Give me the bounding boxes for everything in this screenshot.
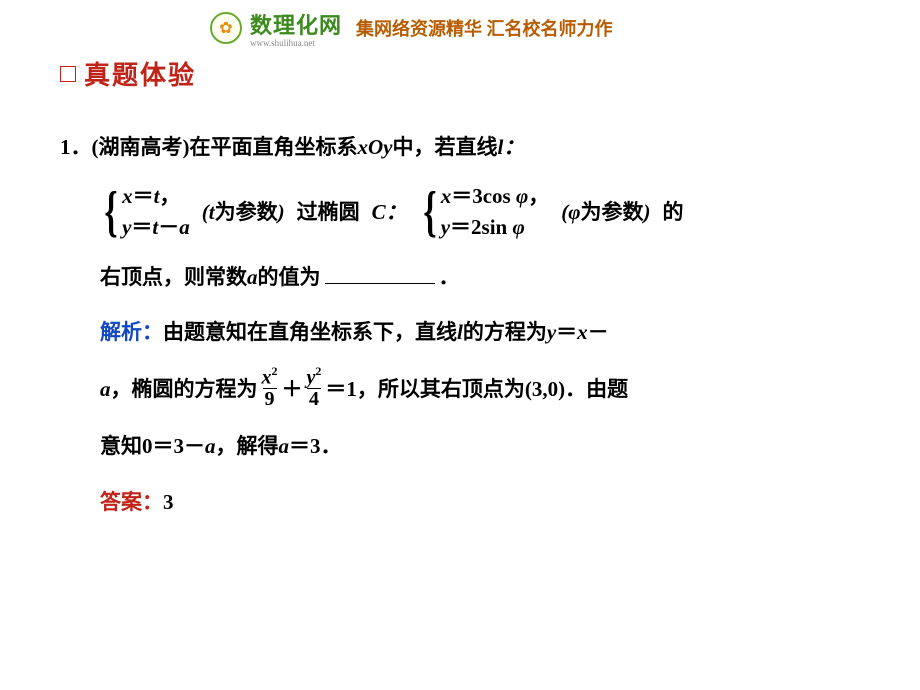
var-c: C：	[372, 185, 407, 240]
phi-param-note: (φ为参数)	[561, 185, 650, 240]
section-header: 真题体验	[60, 55, 882, 92]
ellipse-eq-1: x＝3cos φ，	[441, 181, 550, 213]
answer-blank	[325, 283, 435, 284]
text: 中，若直线	[393, 135, 498, 159]
t-param-note: (t为参数)	[202, 185, 285, 240]
analysis-line-1: 解析：由题意知在直角坐标系下，直线l的方程为y＝x－	[60, 304, 882, 361]
page-content: 真题体验 1．(湖南高考)在平面直角坐标系xOy中，若直线l： { x＝t， y…	[0, 0, 920, 531]
left-brace-icon: {	[104, 187, 117, 237]
watermark-header: ✿ 数理化网 www.shulihua.net 集网络资源精华 汇名校名师力作	[210, 8, 613, 48]
problem-number: 1．	[60, 135, 92, 159]
analysis-label: 解析：	[100, 320, 163, 344]
text: 右顶点，则常数	[100, 265, 247, 289]
line-parametric: { x＝t， y＝t－a	[100, 181, 190, 244]
var-xoy: xOy	[358, 135, 393, 159]
text: ．由题	[565, 361, 628, 418]
equation-row: { x＝t， y＝t－a (t为参数) 过椭圆C： { x＝3cos φ， y＝…	[100, 181, 882, 244]
problem-line-1: 1．(湖南高考)在平面直角坐标系xOy中，若直线l：	[60, 120, 882, 175]
text: 在平面直角坐标系	[190, 135, 358, 159]
site-brand: 数理化网	[250, 8, 342, 40]
analysis-line-3: 意知0＝3－a，解得a＝3．	[60, 418, 882, 475]
answer-value: 3	[163, 490, 174, 514]
text: 由题意知在直角坐标系下，直线	[163, 320, 457, 344]
var-y: y	[547, 320, 556, 344]
var-x: x	[577, 320, 588, 344]
watermark-brand-block: 数理化网 www.shulihua.net	[250, 8, 342, 48]
period: ．	[439, 265, 460, 289]
left-brace-icon: {	[423, 187, 436, 237]
fraction-1: x2 9	[260, 366, 280, 409]
text: ，椭圆的方程为	[111, 361, 258, 418]
fraction-2: y2 4	[305, 366, 324, 409]
answer-label: 答案：	[100, 490, 163, 514]
vertex: (3,0)	[525, 361, 565, 418]
text: 意知	[100, 434, 142, 458]
text: 过椭圆	[297, 185, 360, 240]
text: 的	[663, 185, 684, 240]
text: ，解得	[216, 434, 279, 458]
answer-line: 答案：3	[60, 474, 882, 531]
var-a: a	[100, 361, 111, 418]
line-eq-2: y＝t－a	[122, 212, 190, 244]
problem-source: (湖南高考)	[92, 135, 190, 159]
problem-line-3: 右顶点，则常数a的值为 ．	[60, 250, 882, 305]
problem-block: 1．(湖南高考)在平面直角坐标系xOy中，若直线l： { x＝t， y＝t－a …	[60, 120, 882, 531]
text: ，所以其右顶点为	[357, 361, 525, 418]
var-a: a	[247, 265, 258, 289]
line-eq-1: x＝t，	[122, 181, 190, 213]
ellipse-parametric: { x＝3cos φ， y＝2sin φ	[419, 181, 550, 244]
site-tagline: 集网络资源精华 汇名校名师力作	[356, 15, 613, 41]
text: 的方程为	[463, 320, 547, 344]
var-a: a	[279, 434, 290, 458]
analysis-line-2: a，椭圆的方程为 x2 9 ＋ y2 4 ＝1，所以其右顶点为(3,0)．由题	[60, 361, 882, 418]
square-bullet-icon	[60, 66, 76, 82]
site-logo-icon: ✿	[210, 12, 242, 44]
var-l: l：	[498, 135, 525, 159]
ellipse-eq-2: y＝2sin φ	[441, 212, 550, 244]
section-title: 真题体验	[84, 55, 196, 92]
text: 的值为	[258, 265, 321, 289]
var-a: a	[205, 434, 216, 458]
